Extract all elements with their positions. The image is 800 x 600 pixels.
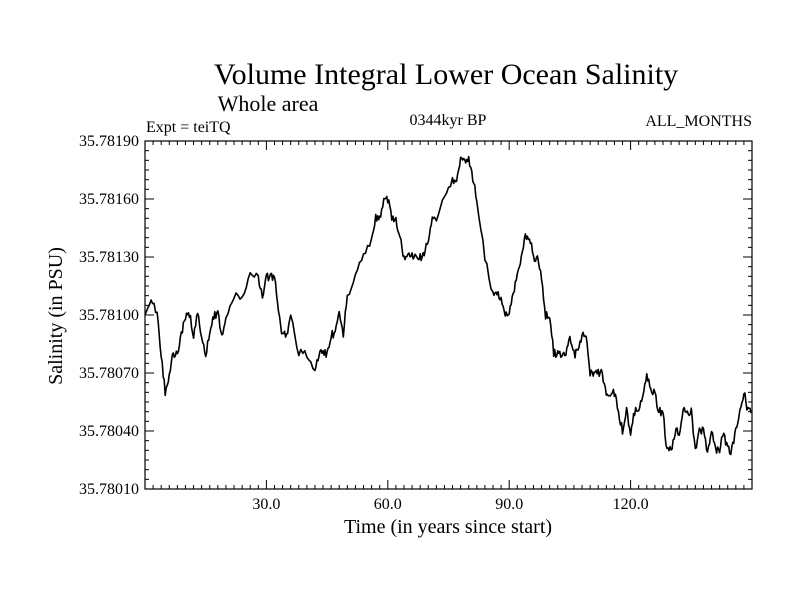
y-tick-label: 35.78010 xyxy=(79,481,139,498)
x-tick-label: 90.0 xyxy=(495,496,523,513)
x-tick-labels: 30.0 60.0 90.0 120.0 xyxy=(252,496,648,513)
y-axis-label: Salinity (in PSU) xyxy=(45,247,67,385)
axis-ticks xyxy=(145,140,752,490)
y-tick-label: 35.78040 xyxy=(79,423,139,440)
x-tick-label: 120.0 xyxy=(613,496,649,513)
months-label: ALL_MONTHS xyxy=(645,113,752,130)
x-tick-label: 60.0 xyxy=(374,496,402,513)
chart-title: Volume Integral Lower Ocean Salinity xyxy=(214,58,678,91)
period-label: 0344kyr BP xyxy=(410,112,487,129)
plot-area xyxy=(144,140,753,490)
y-tick-label: 35.78190 xyxy=(79,133,139,150)
y-tick-label: 35.78160 xyxy=(79,191,139,208)
y-tick-label: 35.78070 xyxy=(79,365,139,382)
chart-subtitle: Whole area xyxy=(218,91,319,116)
x-tick-label: 30.0 xyxy=(252,496,280,513)
salinity-series-line xyxy=(144,155,753,456)
experiment-label: Expt = teiTQ xyxy=(146,119,231,136)
y-tick-label: 35.78100 xyxy=(79,307,139,324)
y-tick-labels: 35.78010 35.78040 35.78070 35.78100 35.78130… xyxy=(79,133,139,498)
x-axis-label: Time (in years since start) xyxy=(344,516,552,538)
y-tick-label: 35.78130 xyxy=(79,249,139,266)
